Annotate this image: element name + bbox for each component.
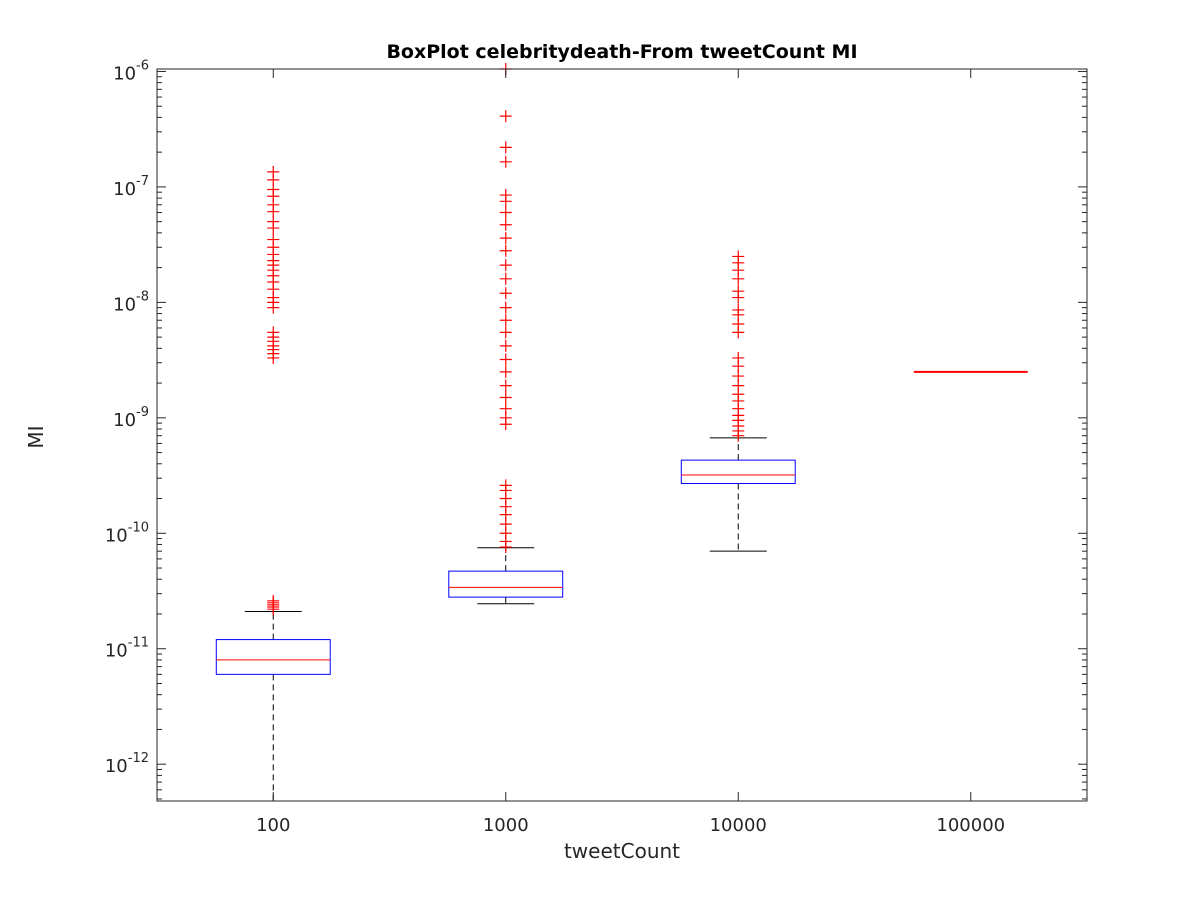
outlier-marker [267, 233, 280, 246]
outlier-marker [499, 141, 512, 154]
x-axis-label: tweetCount [564, 839, 680, 863]
iqr-box [215, 639, 331, 675]
chart-marks [156, 63, 1088, 802]
outlier-marker [499, 391, 512, 404]
outlier-marker [499, 189, 512, 202]
y-tick-label: 10-9 [113, 405, 149, 431]
outlier-marker [499, 287, 512, 300]
x-tick-label: 10000 [710, 815, 767, 836]
box-group-100 [215, 165, 331, 802]
y-tick-label: 10-7 [113, 174, 149, 200]
outlier-marker [732, 250, 745, 263]
iqr-box [448, 570, 564, 598]
plot-area [156, 68, 1088, 802]
box-group-10000 [680, 250, 796, 552]
outlier-marker [499, 272, 512, 285]
outlier-marker [499, 314, 512, 327]
y-axis: 10-12 10-11 10-10 10-9 10-8 10-7 10-6 [105, 58, 1087, 800]
outlier-marker [267, 326, 280, 339]
y-tick-label: 10-8 [113, 289, 149, 315]
outlier-marker [499, 479, 512, 492]
outlier-marker [499, 365, 512, 378]
x-axis: 100 1000 10000 100000 [256, 69, 1005, 836]
iqr-box [680, 459, 796, 484]
outlier-marker [267, 594, 280, 607]
outlier-marker [499, 339, 512, 352]
plot-frame [156, 68, 1088, 802]
chart-title: BoxPlot celebritydeath-From tweetCount M… [386, 41, 857, 63]
outlier-marker [499, 232, 512, 245]
outlier-marker [732, 303, 745, 316]
y-tick-label: 10-12 [105, 751, 149, 777]
y-axis-label: MI [24, 425, 48, 448]
outlier-marker [499, 155, 512, 168]
outlier-marker [499, 259, 512, 272]
y-tick-label: 10-6 [113, 58, 149, 84]
x-tick-label: 100 [256, 815, 290, 836]
y-tick-label: 10-10 [105, 520, 149, 546]
outlier-marker [499, 206, 512, 219]
outlier-marker [732, 351, 745, 364]
x-tick-label: 1000 [483, 815, 529, 836]
outlier-marker [499, 218, 512, 231]
outlier-marker [732, 285, 745, 298]
outlier-marker [499, 402, 512, 415]
outlier-marker [499, 301, 512, 314]
x-tick-label: 100000 [936, 815, 1005, 836]
outlier-marker [267, 165, 280, 178]
outlier-marker [499, 110, 512, 123]
outlier-marker [499, 353, 512, 366]
outlier-marker [499, 244, 512, 257]
outlier-marker [499, 326, 512, 339]
y-tick-label: 10-11 [105, 636, 149, 662]
outlier-marker [499, 379, 512, 392]
